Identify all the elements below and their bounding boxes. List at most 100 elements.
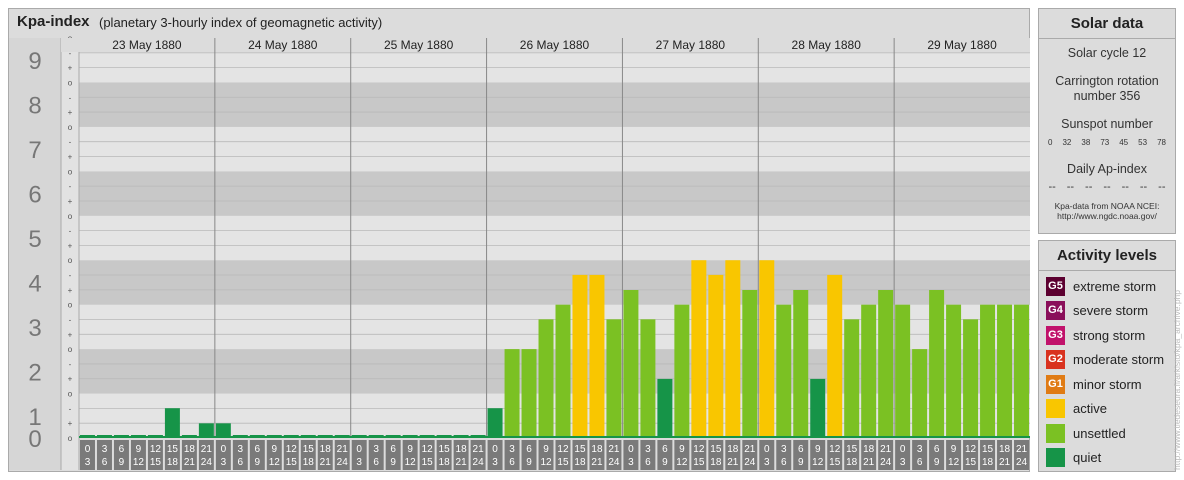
interval-end: 12 [540, 457, 552, 468]
legend-item: G2 moderate storm [1039, 348, 1175, 373]
kp-bar [164, 408, 180, 438]
solar-cycle: Solar cycle 12 [1067, 46, 1147, 60]
interval-cell [776, 440, 792, 470]
minor-tick-label: o [68, 167, 73, 176]
interval-start: 3 [645, 444, 651, 455]
interval-cell [810, 440, 826, 470]
interval-cell [963, 440, 979, 470]
sunspot-value: 32 [1062, 138, 1072, 147]
interval-cell [827, 440, 843, 470]
interval-end: 9 [798, 457, 804, 468]
interval-cell [946, 440, 962, 470]
ap-index-value: -- [1103, 181, 1111, 193]
chart-subtitle: (planetary 3-hourly index of geomagnetic… [99, 15, 383, 30]
minor-tick-label: - [69, 271, 72, 280]
legend-label: strong storm [1073, 327, 1146, 343]
interval-end: 12 [133, 457, 145, 468]
interval-start: 15 [846, 444, 858, 455]
kp-bar [674, 304, 690, 438]
legend-label: extreme storm [1073, 278, 1157, 294]
interval-end: 9 [255, 457, 261, 468]
interval-end: 3 [492, 457, 498, 468]
interval-start: 18 [456, 444, 468, 455]
day-label: 25 May 1880 [384, 38, 454, 52]
interval-start: 9 [815, 444, 821, 455]
interval-end: 6 [509, 457, 515, 468]
interval-cell [861, 440, 877, 470]
interval-cell [470, 440, 486, 470]
interval-start: 18 [184, 444, 196, 455]
ap-index-value: -- [1085, 181, 1093, 193]
y-tick-label: 6 [28, 182, 41, 209]
minor-tick-label: + [68, 375, 73, 384]
kp-baseline [79, 436, 1030, 438]
interval-end: 24 [201, 457, 213, 468]
kpa-chart-panel: 0123456789o+-o+-o+-o+-o+-o+-o+-o+-o+-o23… [8, 8, 1030, 472]
interval-cell [334, 440, 350, 470]
kp-bar [623, 290, 639, 438]
interval-cell [657, 440, 673, 470]
interval-start: 9 [951, 444, 957, 455]
kp-bar [487, 408, 503, 438]
legend-swatch [1046, 423, 1065, 443]
interval-start: 21 [608, 444, 620, 455]
legend-item: unsettled [1039, 421, 1175, 446]
y-tick-label: 3 [28, 315, 41, 342]
kp-bar [555, 304, 571, 438]
minor-tick-label: - [69, 360, 72, 369]
interval-end: 21 [863, 457, 875, 468]
interval-start: 0 [628, 444, 634, 455]
data-source-label: Kpa-data from NOAA NCEI: [1054, 201, 1160, 211]
interval-start: 12 [829, 444, 841, 455]
kp-bar [691, 260, 707, 438]
interval-end: 12 [676, 457, 688, 468]
interval-end: 21 [184, 457, 196, 468]
minor-tick-label: o [68, 256, 73, 265]
ap-index-values: -- -- -- -- -- -- -- [1039, 181, 1175, 193]
minor-tick-label: o [68, 123, 73, 132]
interval-cell [674, 440, 690, 470]
kp-bar [1014, 304, 1029, 438]
interval-start: 18 [727, 444, 739, 455]
plot-band [79, 215, 1030, 261]
interval-end: 24 [1016, 457, 1028, 468]
kp-bar [215, 423, 231, 438]
kp-bar [725, 260, 741, 438]
minor-tick-label: + [68, 241, 73, 250]
interval-end: 15 [557, 457, 569, 468]
plot-band [79, 171, 1030, 216]
legend-item: G5 extreme storm [1039, 274, 1175, 299]
interval-cell [368, 440, 384, 470]
kp-bar [640, 319, 656, 438]
data-source-url: http://www.ngdc.noaa.gov/ [1057, 211, 1157, 221]
interval-cell [317, 440, 333, 470]
interval-start: 12 [693, 444, 705, 455]
minor-tick-label: + [68, 419, 73, 428]
interval-cell [96, 440, 112, 470]
kp-bar [929, 290, 945, 438]
interval-cell [623, 440, 639, 470]
kp-bar [606, 319, 622, 438]
kp-bar [538, 319, 554, 438]
solar-data-panel: Solar data Solar cycle 12 Carrington rot… [1038, 8, 1176, 234]
interval-end: 3 [628, 457, 634, 468]
kp-bar [759, 260, 775, 438]
interval-end: 6 [781, 457, 787, 468]
interval-end: 9 [662, 457, 668, 468]
interval-cell [351, 440, 367, 470]
interval-start: 18 [320, 444, 332, 455]
interval-cell [266, 440, 282, 470]
interval-end: 24 [608, 457, 620, 468]
kp-bar [521, 349, 537, 438]
y-axis-column [9, 38, 61, 470]
legend-swatch: G5 [1046, 276, 1065, 296]
interval-start: 6 [934, 444, 940, 455]
kp-bar [657, 378, 673, 438]
interval-start: 21 [1016, 444, 1028, 455]
interval-cell [164, 440, 180, 470]
minor-tick-label: + [68, 64, 73, 73]
interval-start: 15 [710, 444, 722, 455]
sunspot-value: 53 [1138, 138, 1148, 147]
interval-start: 21 [473, 444, 485, 455]
interval-end: 3 [221, 457, 227, 468]
